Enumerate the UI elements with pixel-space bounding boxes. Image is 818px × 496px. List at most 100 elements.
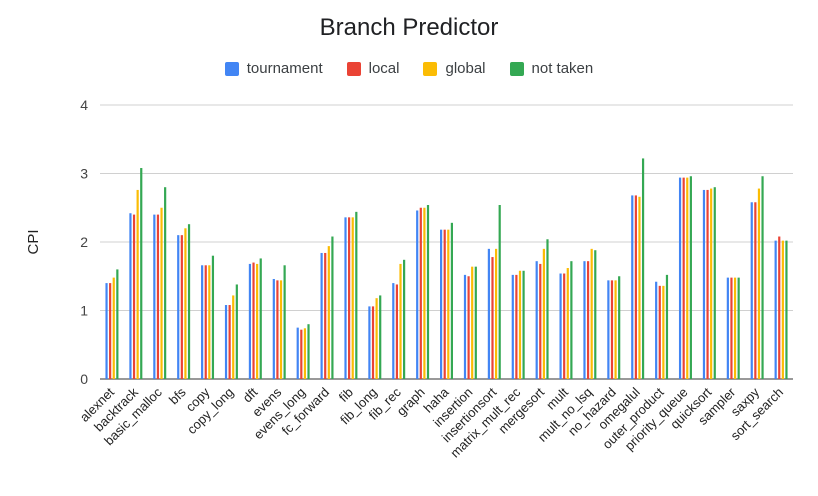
- bar: [112, 277, 115, 379]
- bar: [733, 277, 737, 379]
- bar: [443, 229, 446, 379]
- bar: [403, 259, 406, 379]
- bar: [655, 281, 658, 379]
- bar: [276, 280, 279, 379]
- bar: [129, 213, 132, 379]
- bar: [522, 270, 525, 379]
- bar: [395, 284, 399, 379]
- bar: [754, 202, 757, 379]
- bar: [180, 235, 183, 379]
- bar: [187, 224, 191, 379]
- bar: [487, 248, 490, 379]
- bar: [184, 228, 187, 379]
- bar: [279, 280, 283, 379]
- bar: [300, 329, 303, 379]
- bar: [235, 284, 238, 379]
- bar: [348, 217, 351, 379]
- bar: [559, 273, 562, 379]
- bar: [535, 261, 538, 379]
- bar: [105, 283, 108, 379]
- bar: [781, 240, 784, 379]
- bar: [761, 176, 764, 379]
- y-tick-label: 1: [80, 303, 88, 319]
- bar: [658, 285, 661, 379]
- bar: [426, 205, 430, 379]
- bar: [399, 263, 402, 379]
- bar: [355, 211, 358, 379]
- bar: [689, 176, 692, 379]
- bar: [471, 266, 474, 379]
- bar: [494, 248, 498, 379]
- bar: [140, 168, 143, 379]
- bar: [447, 229, 450, 379]
- bar: [737, 277, 740, 379]
- bar: [706, 189, 709, 379]
- bar: [610, 280, 614, 379]
- chart-title: Branch Predictor: [319, 14, 499, 41]
- legend-item[interactable]: tournament: [224, 60, 323, 77]
- bar: [518, 270, 522, 379]
- bar: [594, 250, 597, 379]
- bar: [440, 229, 443, 379]
- bar: [491, 257, 494, 379]
- bar: [774, 240, 777, 379]
- bar: [232, 295, 235, 379]
- bar: [177, 235, 180, 379]
- bar: [211, 255, 215, 379]
- bar: [614, 280, 617, 379]
- bar: [283, 265, 286, 379]
- bar: [160, 207, 163, 379]
- bar: [498, 205, 501, 379]
- bar: [618, 276, 621, 379]
- bar: [132, 214, 136, 379]
- bar: [371, 306, 375, 379]
- bar: [778, 236, 781, 379]
- bar: [224, 305, 228, 379]
- legend-swatch: [423, 61, 438, 76]
- legend-item[interactable]: not taken: [509, 60, 594, 77]
- bar: [416, 210, 419, 379]
- legend-item[interactable]: local: [346, 60, 399, 77]
- y-axis-title: CPI: [25, 229, 42, 254]
- bar: [344, 217, 347, 379]
- bar: [351, 217, 354, 379]
- legend-swatch: [509, 61, 524, 76]
- bar: [730, 277, 733, 379]
- bar: [586, 261, 590, 379]
- bar: [678, 177, 682, 379]
- bar: [463, 274, 467, 379]
- bar: [228, 305, 231, 379]
- bar: [702, 189, 706, 379]
- bar: [665, 274, 669, 379]
- legend-item[interactable]: global: [423, 60, 486, 77]
- bar: [324, 252, 327, 379]
- bar: [320, 252, 323, 379]
- bar: [116, 269, 119, 379]
- bar: [156, 214, 160, 379]
- bar: [710, 188, 713, 379]
- legend-swatch: [224, 61, 239, 76]
- bar: [542, 248, 545, 379]
- bar: [474, 266, 477, 379]
- legend-label: global: [445, 60, 486, 77]
- bar: [201, 265, 204, 379]
- bar: [570, 261, 573, 379]
- legend: tournament local global not taken: [0, 60, 818, 77]
- bar: [726, 277, 729, 379]
- bar: [641, 158, 645, 379]
- bar: [331, 236, 334, 379]
- bar: [563, 273, 566, 379]
- bar: [153, 214, 156, 379]
- bar: [607, 280, 610, 379]
- bar: [248, 263, 252, 379]
- bar: [546, 239, 549, 379]
- bar: [631, 195, 634, 379]
- bar: [208, 265, 211, 379]
- bar: [634, 195, 637, 379]
- bar: [682, 177, 685, 379]
- y-tick-label: 3: [80, 166, 88, 182]
- bar: [583, 261, 586, 379]
- bar: [392, 283, 395, 379]
- legend-label: not taken: [531, 60, 594, 77]
